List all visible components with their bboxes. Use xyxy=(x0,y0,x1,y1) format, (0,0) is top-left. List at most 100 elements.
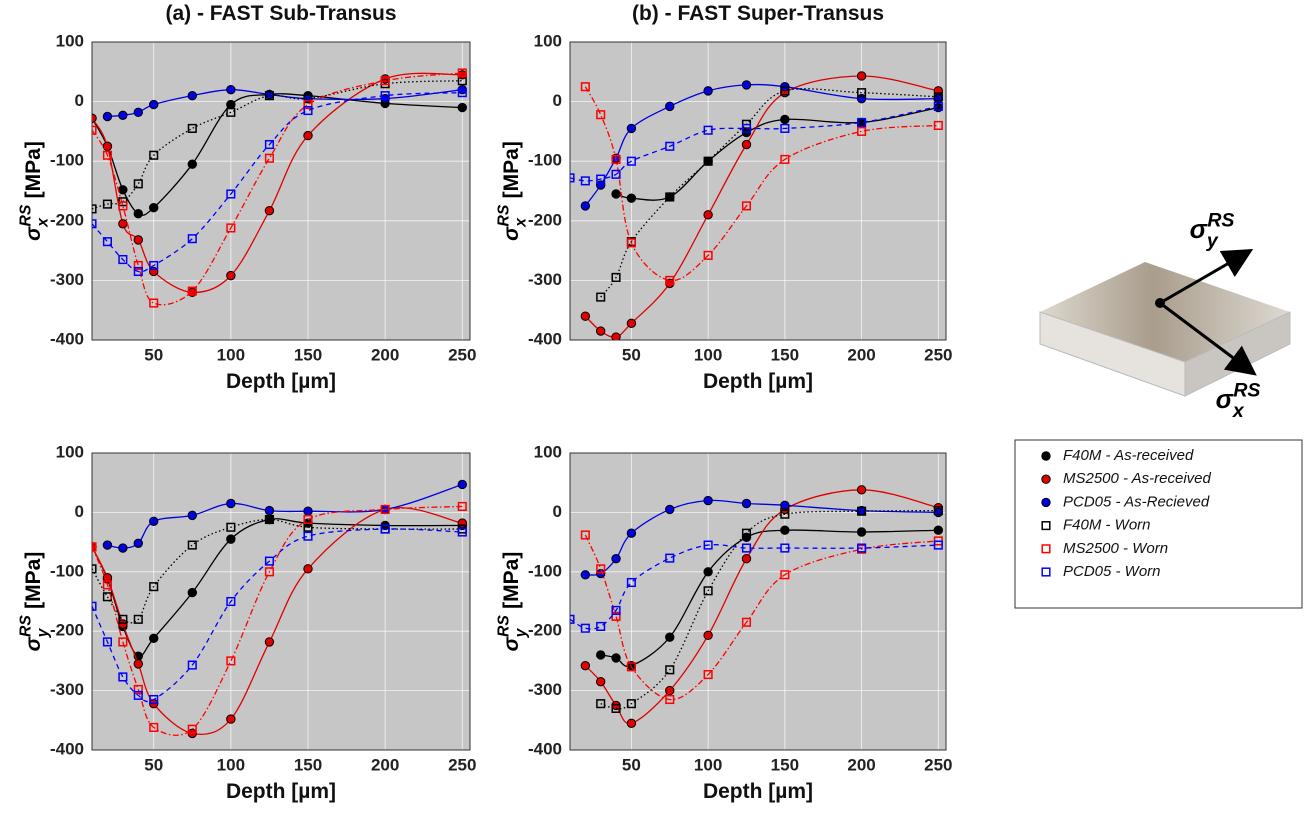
point xyxy=(149,516,159,527)
point xyxy=(118,543,128,553)
point xyxy=(303,564,313,574)
y-tick-label: 0 xyxy=(553,91,562,110)
point xyxy=(741,80,752,90)
point xyxy=(118,110,128,121)
symbol: σ xyxy=(500,636,523,651)
x-tick-label: 50 xyxy=(622,345,641,364)
y-tick-label: 0 xyxy=(75,502,84,521)
point xyxy=(226,270,236,281)
point xyxy=(626,156,636,166)
point xyxy=(264,567,274,577)
point xyxy=(780,543,790,553)
point xyxy=(457,501,467,512)
point xyxy=(187,587,197,598)
point xyxy=(118,614,128,624)
point xyxy=(133,260,143,271)
axis-symbol-label: σxRS [MPa] xyxy=(496,141,530,241)
point xyxy=(264,139,274,150)
point xyxy=(226,656,236,666)
point xyxy=(857,88,867,98)
arrow-x xyxy=(1159,301,1257,376)
point xyxy=(665,685,675,696)
point xyxy=(92,542,97,552)
point xyxy=(596,564,606,574)
point xyxy=(780,500,790,510)
point xyxy=(741,554,752,564)
point xyxy=(133,614,143,624)
point xyxy=(226,99,236,110)
x-tick-label: 150 xyxy=(771,345,799,364)
x-tick-label: 100 xyxy=(217,345,245,364)
point xyxy=(92,564,97,574)
symbol: σ xyxy=(1216,384,1235,414)
unit: [MPa] xyxy=(22,141,45,198)
point xyxy=(102,573,113,583)
x-tick-label: 150 xyxy=(771,755,799,774)
point xyxy=(856,93,867,104)
point xyxy=(611,703,621,713)
point xyxy=(780,570,790,580)
x-axis-title: Depth [µm] xyxy=(703,370,813,393)
point xyxy=(703,125,713,135)
point xyxy=(626,662,636,672)
point xyxy=(457,88,467,98)
symbol: σ xyxy=(500,226,523,241)
series-line xyxy=(92,92,463,273)
point xyxy=(626,699,636,709)
point xyxy=(303,130,313,141)
point xyxy=(102,637,112,647)
axes-frame xyxy=(569,41,947,341)
series-line xyxy=(600,88,939,298)
plot-area xyxy=(570,453,946,750)
point xyxy=(611,154,621,164)
point xyxy=(264,514,274,525)
legend-marker xyxy=(1041,544,1051,554)
origin xyxy=(1155,298,1165,308)
point xyxy=(626,123,637,134)
point xyxy=(187,234,197,244)
point xyxy=(92,204,97,214)
chart-title: (a) - FAST Sub-Transus xyxy=(165,2,396,25)
point xyxy=(596,174,606,184)
point xyxy=(596,699,606,709)
point xyxy=(665,275,675,285)
point xyxy=(611,332,621,340)
point xyxy=(102,237,112,247)
plot-area xyxy=(570,42,946,340)
point xyxy=(102,111,113,122)
point xyxy=(611,189,621,199)
point xyxy=(187,510,197,521)
series-line xyxy=(584,83,939,207)
y-tick-label: -400 xyxy=(50,739,84,758)
x-axis-title: Depth [µm] xyxy=(703,780,813,803)
legend-marker xyxy=(1041,567,1051,577)
point xyxy=(118,637,128,647)
point xyxy=(780,525,790,535)
point xyxy=(149,99,159,110)
point xyxy=(780,114,790,125)
point xyxy=(741,543,752,553)
x-tick-label: 200 xyxy=(371,755,399,774)
axis-symbol-label: σyRS [MPa] xyxy=(18,552,52,652)
point xyxy=(226,107,236,117)
y-tick-label: 100 xyxy=(534,31,562,50)
point xyxy=(303,94,313,104)
point xyxy=(665,694,675,705)
point xyxy=(933,540,943,550)
y-tick-label: -100 xyxy=(50,151,84,170)
point xyxy=(857,543,867,553)
x-axis-title: Depth [µm] xyxy=(226,370,336,393)
subscript: y xyxy=(512,627,529,638)
point xyxy=(133,235,143,245)
point xyxy=(703,586,713,596)
point xyxy=(133,179,143,189)
point xyxy=(580,660,591,671)
point xyxy=(457,70,467,80)
point xyxy=(102,580,112,590)
y-tick-label: -100 xyxy=(528,561,562,580)
point xyxy=(457,518,467,528)
point xyxy=(133,208,143,219)
unit: [MPa] xyxy=(22,552,45,609)
point xyxy=(380,76,390,86)
series-group xyxy=(92,68,467,308)
